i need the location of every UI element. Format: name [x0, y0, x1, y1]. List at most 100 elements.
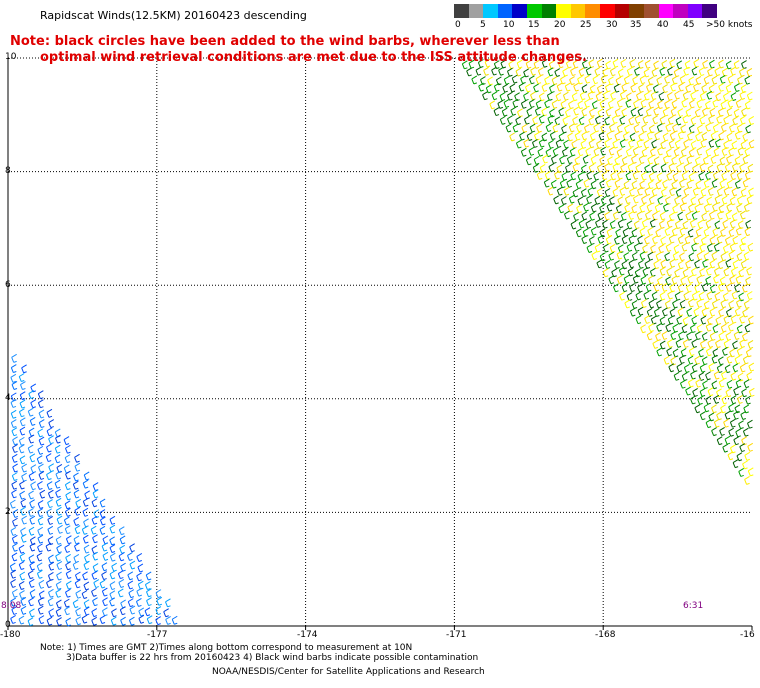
wind-barb — [75, 616, 82, 626]
wind-barb — [637, 235, 643, 245]
wind-barb — [633, 220, 640, 230]
wind-barb — [632, 194, 639, 204]
wind-barb — [692, 186, 699, 196]
wind-barb — [684, 235, 691, 245]
wind-barb — [683, 163, 690, 173]
wind-barb — [37, 526, 44, 536]
wind-barb — [683, 186, 690, 196]
wind-barb — [599, 179, 605, 189]
wind-barb — [37, 605, 44, 615]
wind-barb — [47, 597, 54, 607]
wind-barb — [111, 608, 117, 618]
wind-barb — [65, 470, 71, 480]
wind-barb — [54, 454, 61, 464]
y-tick-label: 2 — [5, 507, 11, 517]
wind-barb — [37, 500, 44, 509]
wind-barb — [647, 155, 654, 165]
wind-barb — [742, 308, 748, 318]
wind-barb — [483, 66, 489, 76]
wind-barb — [744, 170, 751, 180]
wind-barb — [656, 76, 663, 86]
wind-barb — [665, 122, 672, 132]
wind-barb — [659, 211, 666, 221]
wind-barb — [10, 569, 17, 579]
wind-barb — [604, 83, 611, 93]
wind-barb — [46, 443, 52, 453]
wind-barb — [652, 339, 659, 349]
wind-barb — [596, 84, 603, 94]
wind-barb — [686, 331, 692, 341]
wind-barb — [73, 517, 80, 526]
wind-barb — [471, 75, 478, 85]
wind-barb — [47, 571, 54, 581]
wind-barb — [545, 123, 552, 133]
wind-barb — [717, 107, 724, 117]
wind-barb — [736, 203, 742, 213]
wind-barb — [19, 455, 26, 465]
wind-barb — [652, 115, 659, 125]
wind-barb — [578, 116, 585, 126]
wind-barb — [18, 561, 25, 570]
wind-barb — [19, 480, 25, 490]
wind-barb — [29, 515, 36, 525]
wind-barb — [679, 355, 685, 364]
wind-barb — [37, 445, 44, 455]
wind-barb — [723, 267, 730, 277]
wind-barb — [11, 588, 18, 598]
wind-barb — [688, 172, 695, 182]
wind-barb — [713, 267, 720, 277]
wind-barb — [63, 598, 70, 608]
wind-barb — [11, 353, 17, 363]
wind-barb — [705, 347, 712, 357]
wind-barb — [729, 196, 736, 206]
wind-barb — [671, 155, 677, 165]
wind-barb — [708, 114, 714, 124]
wind-barb — [694, 259, 700, 269]
wind-barb — [72, 599, 79, 609]
wind-barb — [656, 299, 662, 309]
wind-barb — [675, 188, 682, 198]
wind-barb — [640, 275, 647, 285]
wind-barb — [730, 66, 736, 76]
wind-barb — [612, 210, 619, 220]
wind-barb — [737, 395, 743, 404]
wind-barb — [544, 99, 550, 109]
wind-barb — [747, 163, 754, 173]
wind-barb — [711, 354, 718, 364]
wind-barb — [624, 124, 630, 134]
wind-barb — [577, 196, 584, 206]
wind-barb — [548, 163, 555, 173]
wind-barb — [701, 84, 707, 93]
wind-barb — [37, 399, 44, 409]
wind-barb — [580, 139, 587, 149]
wind-barb — [690, 370, 696, 380]
wind-barb — [533, 83, 539, 93]
wind-barb — [720, 123, 727, 132]
wind-barb — [662, 202, 669, 212]
wind-barb — [617, 219, 624, 229]
wind-barb — [91, 587, 97, 597]
wind-barb — [146, 597, 152, 607]
footnote-line2: 3)Data buffer is 22 hrs from 20160423 4)… — [66, 653, 479, 663]
wind-barb — [629, 283, 635, 293]
wind-barb — [619, 186, 626, 196]
wind-barb — [597, 108, 604, 118]
wind-barb — [541, 58, 548, 68]
wind-barb — [730, 92, 737, 101]
wind-barb — [733, 331, 740, 340]
wind-barb — [10, 579, 16, 588]
wind-barb — [599, 99, 606, 109]
wind-barb — [536, 123, 542, 133]
wind-barb — [725, 388, 732, 398]
wind-barb — [747, 242, 754, 252]
wind-barb — [590, 226, 597, 236]
wind-barb — [64, 543, 71, 553]
wind-barb — [634, 66, 640, 76]
wind-barb — [572, 59, 579, 69]
wind-barb — [645, 282, 652, 292]
wind-barb — [38, 436, 45, 446]
wind-barb — [581, 131, 588, 141]
wind-barb — [659, 340, 666, 350]
wind-barb — [691, 267, 697, 277]
x-tick-label: -177 — [147, 630, 168, 640]
